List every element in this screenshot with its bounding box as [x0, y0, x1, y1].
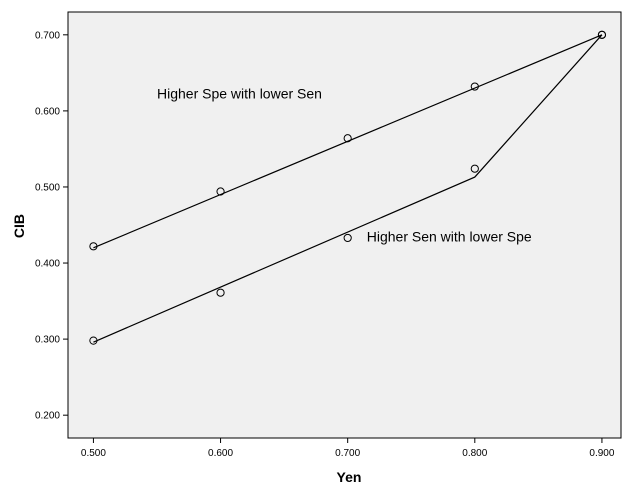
x-tick-label: 0.500 [81, 448, 106, 459]
x-axis-title: Yen [337, 469, 362, 483]
fit-lines [93, 34, 603, 343]
y-tick-label: 0.600 [35, 106, 60, 117]
y-tick-label: 0.700 [35, 30, 60, 41]
fit-line-2 [93, 34, 603, 343]
y-tick-label: 0.300 [35, 335, 60, 346]
y-tick-label: 0.500 [35, 182, 60, 193]
data-points [89, 30, 607, 345]
y-axis: 0.200 0.300 0.400 0.500 0.600 0.700 [35, 30, 68, 422]
x-tick-label: 0.600 [208, 448, 233, 459]
data-point [216, 288, 225, 297]
data-point [470, 164, 479, 173]
y-axis-title: CIB [11, 214, 27, 238]
data-point [470, 82, 479, 91]
annotation-label: Higher Sen with lower Spe [367, 229, 532, 245]
fit-line-1 [93, 34, 603, 249]
annotations: Higher Spe with lower Sen Higher Sen with… [157, 86, 532, 245]
data-point [597, 30, 607, 39]
data-point [216, 187, 225, 196]
plot-area [67, 11, 622, 439]
data-point [89, 242, 98, 251]
data-point [343, 134, 352, 143]
x-axis: 0.500 0.600 0.700 0.800 0.900 [81, 438, 615, 459]
x-tick-label: 0.900 [589, 448, 614, 459]
annotation-label: Higher Spe with lower Sen [157, 86, 322, 102]
data-point [343, 233, 352, 243]
x-tick-label: 0.800 [462, 448, 487, 459]
y-tick-label: 0.400 [35, 259, 60, 270]
y-tick-label: 0.200 [35, 411, 60, 422]
x-tick-label: 0.700 [335, 448, 360, 459]
data-point [89, 336, 98, 345]
